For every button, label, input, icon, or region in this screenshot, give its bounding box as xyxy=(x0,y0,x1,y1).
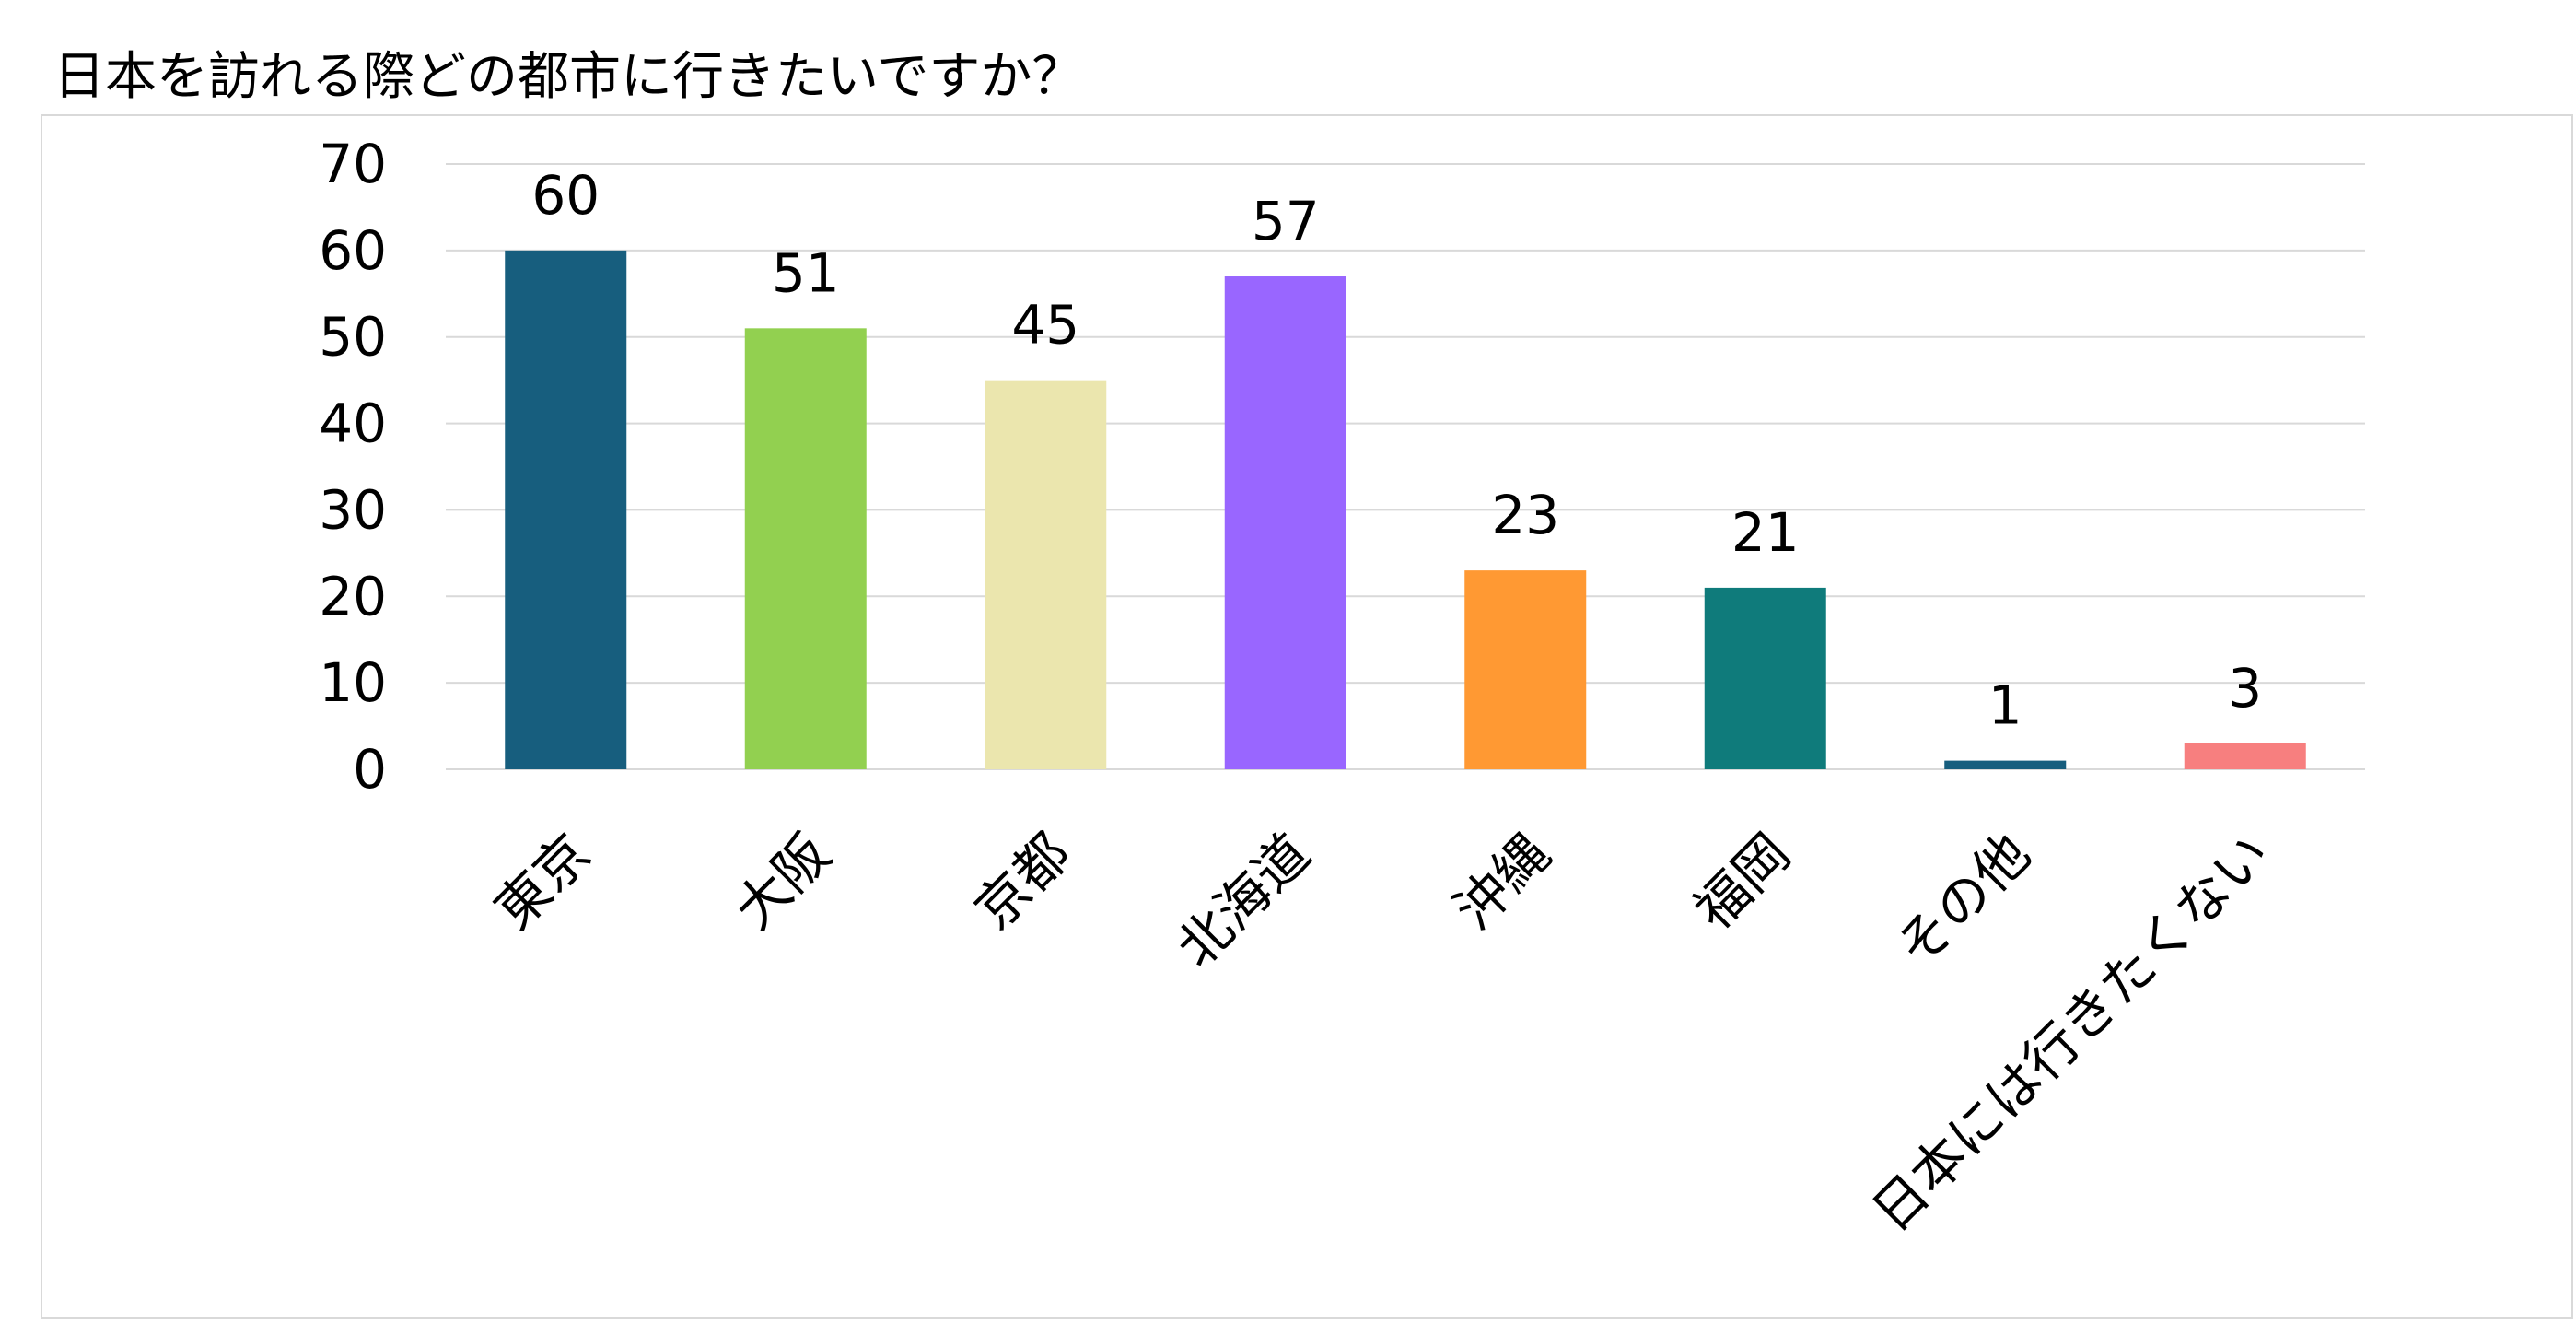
bar xyxy=(1944,760,2067,769)
bar xyxy=(1224,276,1346,769)
data-label: 3 xyxy=(2228,657,2262,720)
y-tick-label: 10 xyxy=(319,651,387,714)
category-label: 北海道 xyxy=(1165,822,1323,979)
category-label: 東京 xyxy=(483,822,602,942)
data-label: 60 xyxy=(531,164,600,227)
category-label: 京都 xyxy=(962,822,1082,942)
data-labels: 60 51 45 57 23 21 1 3 xyxy=(531,164,2262,737)
bar xyxy=(1704,587,1826,769)
bar xyxy=(2184,743,2306,769)
category-label: 日本には行きたくない xyxy=(1859,822,2281,1244)
y-tick-label: 20 xyxy=(319,565,387,627)
data-label: 45 xyxy=(1011,294,1079,357)
y-tick-label: 40 xyxy=(319,392,387,455)
gridlines xyxy=(446,163,2365,770)
category-label: その他 xyxy=(1884,822,2042,979)
category-label: 沖縄 xyxy=(1442,822,1562,942)
y-axis-ticks: 0 10 20 30 40 50 60 70 xyxy=(319,133,387,801)
y-tick-label: 60 xyxy=(319,219,387,282)
data-label: 51 xyxy=(772,241,840,304)
data-label: 57 xyxy=(1252,190,1320,252)
data-label: 21 xyxy=(1731,501,1800,564)
category-label: 大阪 xyxy=(723,822,843,942)
y-tick-label: 30 xyxy=(319,478,387,541)
bar xyxy=(1464,570,1587,769)
y-tick-label: 70 xyxy=(319,133,387,195)
y-tick-label: 0 xyxy=(353,738,387,801)
page-title: 日本を訪れる際どの都市に行きたいですか？ xyxy=(53,47,1084,107)
bar xyxy=(505,250,627,769)
bars xyxy=(505,250,2306,769)
bar xyxy=(985,380,1107,769)
bar xyxy=(744,328,867,769)
data-label: 1 xyxy=(1988,674,2022,737)
data-label: 23 xyxy=(1491,484,1559,546)
category-label: 福岡 xyxy=(1683,822,1802,942)
y-tick-label: 50 xyxy=(319,306,387,369)
